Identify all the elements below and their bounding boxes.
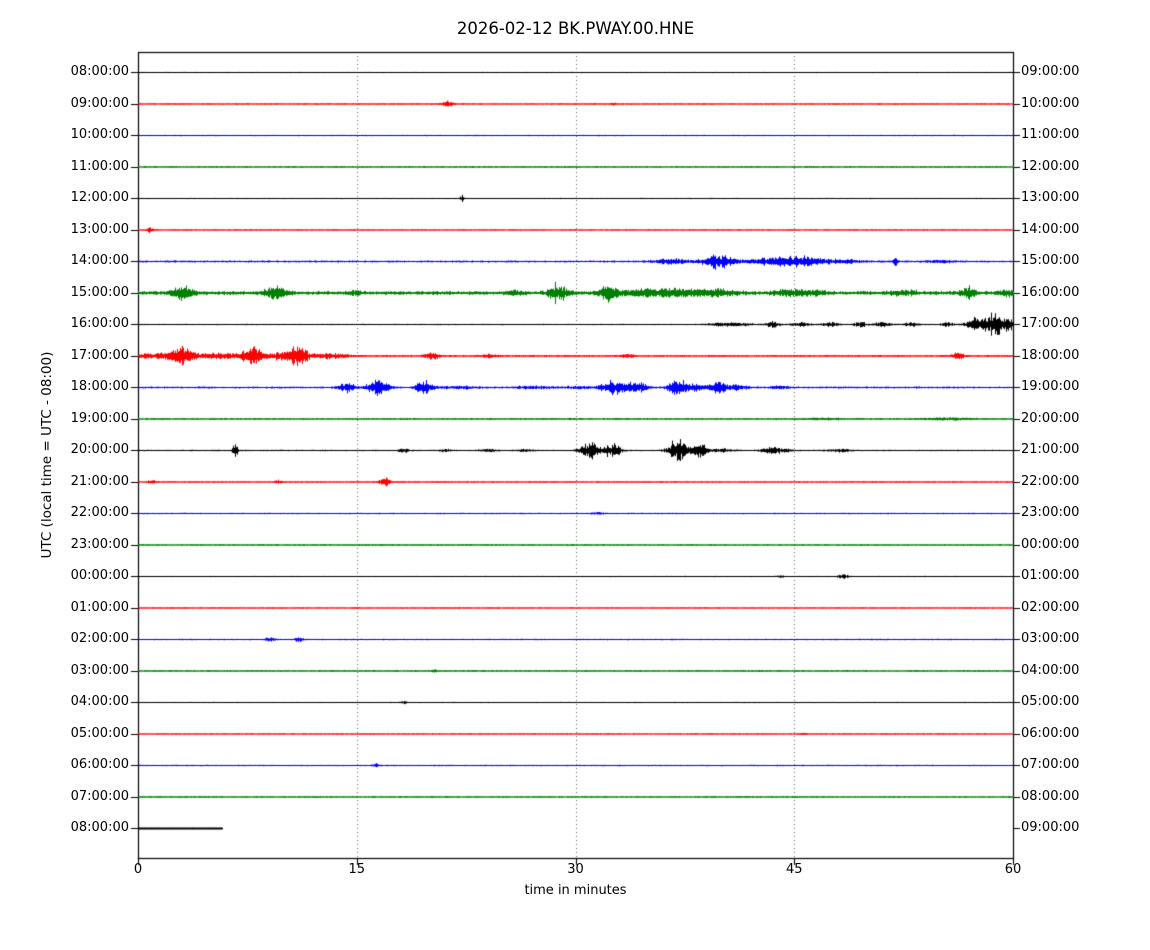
utc-tick-label: 19:00:00 [70, 410, 129, 426]
local-time-tick-label: 09:00:00 [1021, 820, 1080, 835]
local-time-tick-label: 08:00:00 [1021, 788, 1080, 804]
local-time-tick-label: 10:00:00 [1021, 95, 1080, 111]
local-time-tick-label: 18:00:00 [1021, 347, 1080, 363]
x-axis-label: time in minutes [524, 883, 627, 898]
local-time-tick-label: 14:00:00 [1021, 221, 1080, 237]
local-time-tick-label: 02:00:00 [1021, 599, 1080, 615]
local-time-tick-label: 11:00:00 [1021, 127, 1080, 142]
utc-tick-label: 10:00:00 [70, 127, 129, 142]
local-time-tick-label: 01:00:00 [1021, 568, 1080, 583]
utc-tick-label: 07:00:00 [70, 788, 129, 804]
utc-tick-label: 21:00:00 [70, 473, 129, 489]
utc-tick-label: 13:00:00 [70, 221, 129, 237]
utc-tick-label: 02:00:00 [70, 631, 129, 646]
local-time-tick-label: 13:00:00 [1021, 190, 1080, 205]
local-time-tick-label: 16:00:00 [1021, 284, 1080, 300]
utc-tick-label: 20:00:00 [70, 442, 129, 457]
local-time-tick-label: 19:00:00 [1021, 379, 1080, 394]
local-time-tick-label: 12:00:00 [1021, 158, 1080, 174]
x-tick-label: 15 [348, 862, 366, 877]
utc-tick-label: 16:00:00 [70, 316, 129, 331]
chart-title: 2026-02-12 BK.PWAY.00.HNE [456, 19, 695, 38]
utc-tick-label: 03:00:00 [70, 662, 129, 678]
utc-tick-label: 11:00:00 [70, 158, 129, 174]
local-time-tick-label: 22:00:00 [1021, 473, 1080, 489]
utc-tick-label: 08:00:00 [70, 64, 129, 79]
local-time-tick-label: 03:00:00 [1021, 631, 1080, 646]
local-time-tick-label: 09:00:00 [1021, 64, 1080, 79]
local-time-tick-label: 00:00:00 [1021, 536, 1080, 552]
utc-tick-label: 09:00:00 [70, 95, 129, 111]
utc-tick-label: 05:00:00 [70, 725, 129, 741]
utc-tick-label: 17:00:00 [70, 347, 129, 363]
utc-tick-label: 15:00:00 [70, 284, 129, 300]
local-time-tick-label: 05:00:00 [1021, 694, 1080, 709]
utc-tick-label: 00:00:00 [70, 568, 129, 583]
utc-tick-label: 01:00:00 [70, 599, 129, 615]
local-time-tick-label: 06:00:00 [1021, 725, 1080, 741]
x-tick-label: 0 [133, 862, 143, 877]
x-tick-label: 30 [567, 862, 584, 877]
local-time-tick-label: 15:00:00 [1021, 253, 1080, 268]
utc-tick-label: 18:00:00 [70, 379, 129, 394]
utc-tick-label: 23:00:00 [70, 536, 129, 552]
x-tick-label: 60 [1004, 862, 1022, 877]
local-time-tick-label: 07:00:00 [1021, 757, 1080, 772]
local-time-tick-label: 23:00:00 [1021, 505, 1080, 520]
x-tick-label: 45 [785, 862, 803, 877]
local-time-tick-label: 17:00:00 [1021, 316, 1080, 331]
local-time-tick-label: 21:00:00 [1021, 442, 1080, 457]
utc-tick-label: 04:00:00 [70, 694, 129, 709]
utc-tick-label: 08:00:00 [70, 820, 129, 835]
utc-tick-label: 22:00:00 [70, 505, 129, 520]
local-time-tick-label: 04:00:00 [1021, 662, 1080, 678]
utc-tick-label: 14:00:00 [70, 253, 129, 268]
utc-tick-label: 12:00:00 [70, 190, 129, 205]
local-time-tick-label: 20:00:00 [1021, 410, 1080, 426]
utc-tick-label: 06:00:00 [70, 757, 129, 772]
